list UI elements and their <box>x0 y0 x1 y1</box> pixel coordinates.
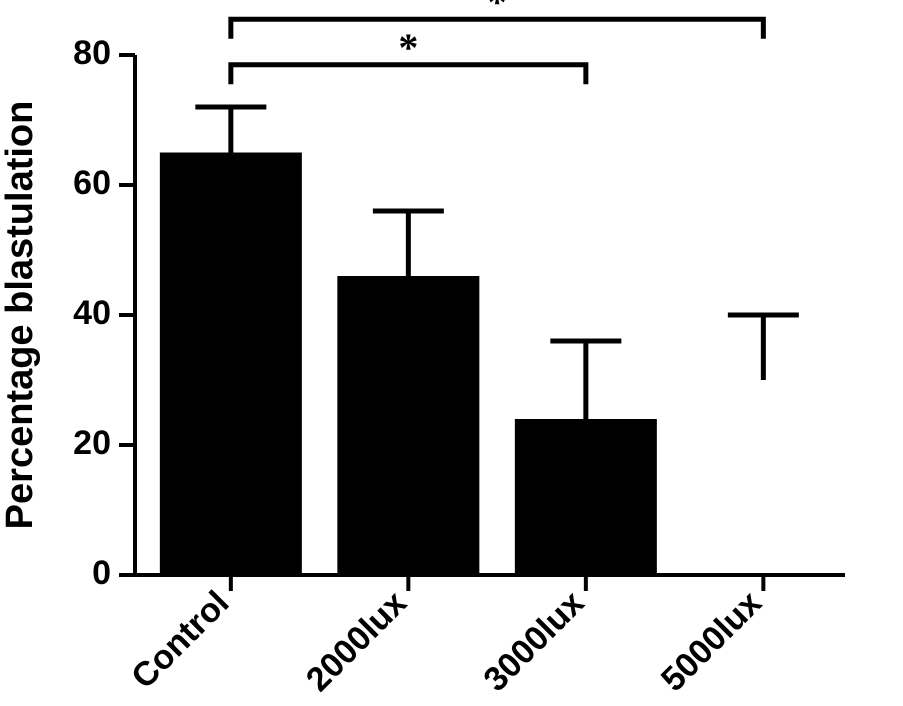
y-tick-label: 20 <box>73 424 111 462</box>
bar <box>692 574 834 575</box>
x-category-label: 5000lux <box>654 584 769 699</box>
y-axis-label: Percentage blastulation <box>0 101 41 530</box>
y-tick-label: 0 <box>92 554 111 592</box>
x-category-label: 2000lux <box>299 584 414 699</box>
bar <box>337 276 479 575</box>
y-tick-label: 60 <box>73 164 111 202</box>
bar-chart: 0 20 40 60 80 Percentage blastulation Control 2… <box>0 0 903 706</box>
x-category-label: Control <box>124 584 236 696</box>
chart-container: 0 20 40 60 80 Percentage blastulation Control 2… <box>0 0 903 706</box>
significance-star: * <box>398 25 418 70</box>
x-category-label: 3000lux <box>476 584 591 699</box>
significance-star: * <box>487 0 507 24</box>
y-tick-label: 80 <box>73 34 111 72</box>
y-tick-label: 40 <box>73 294 111 332</box>
bar <box>160 153 302 576</box>
bar <box>515 419 657 575</box>
